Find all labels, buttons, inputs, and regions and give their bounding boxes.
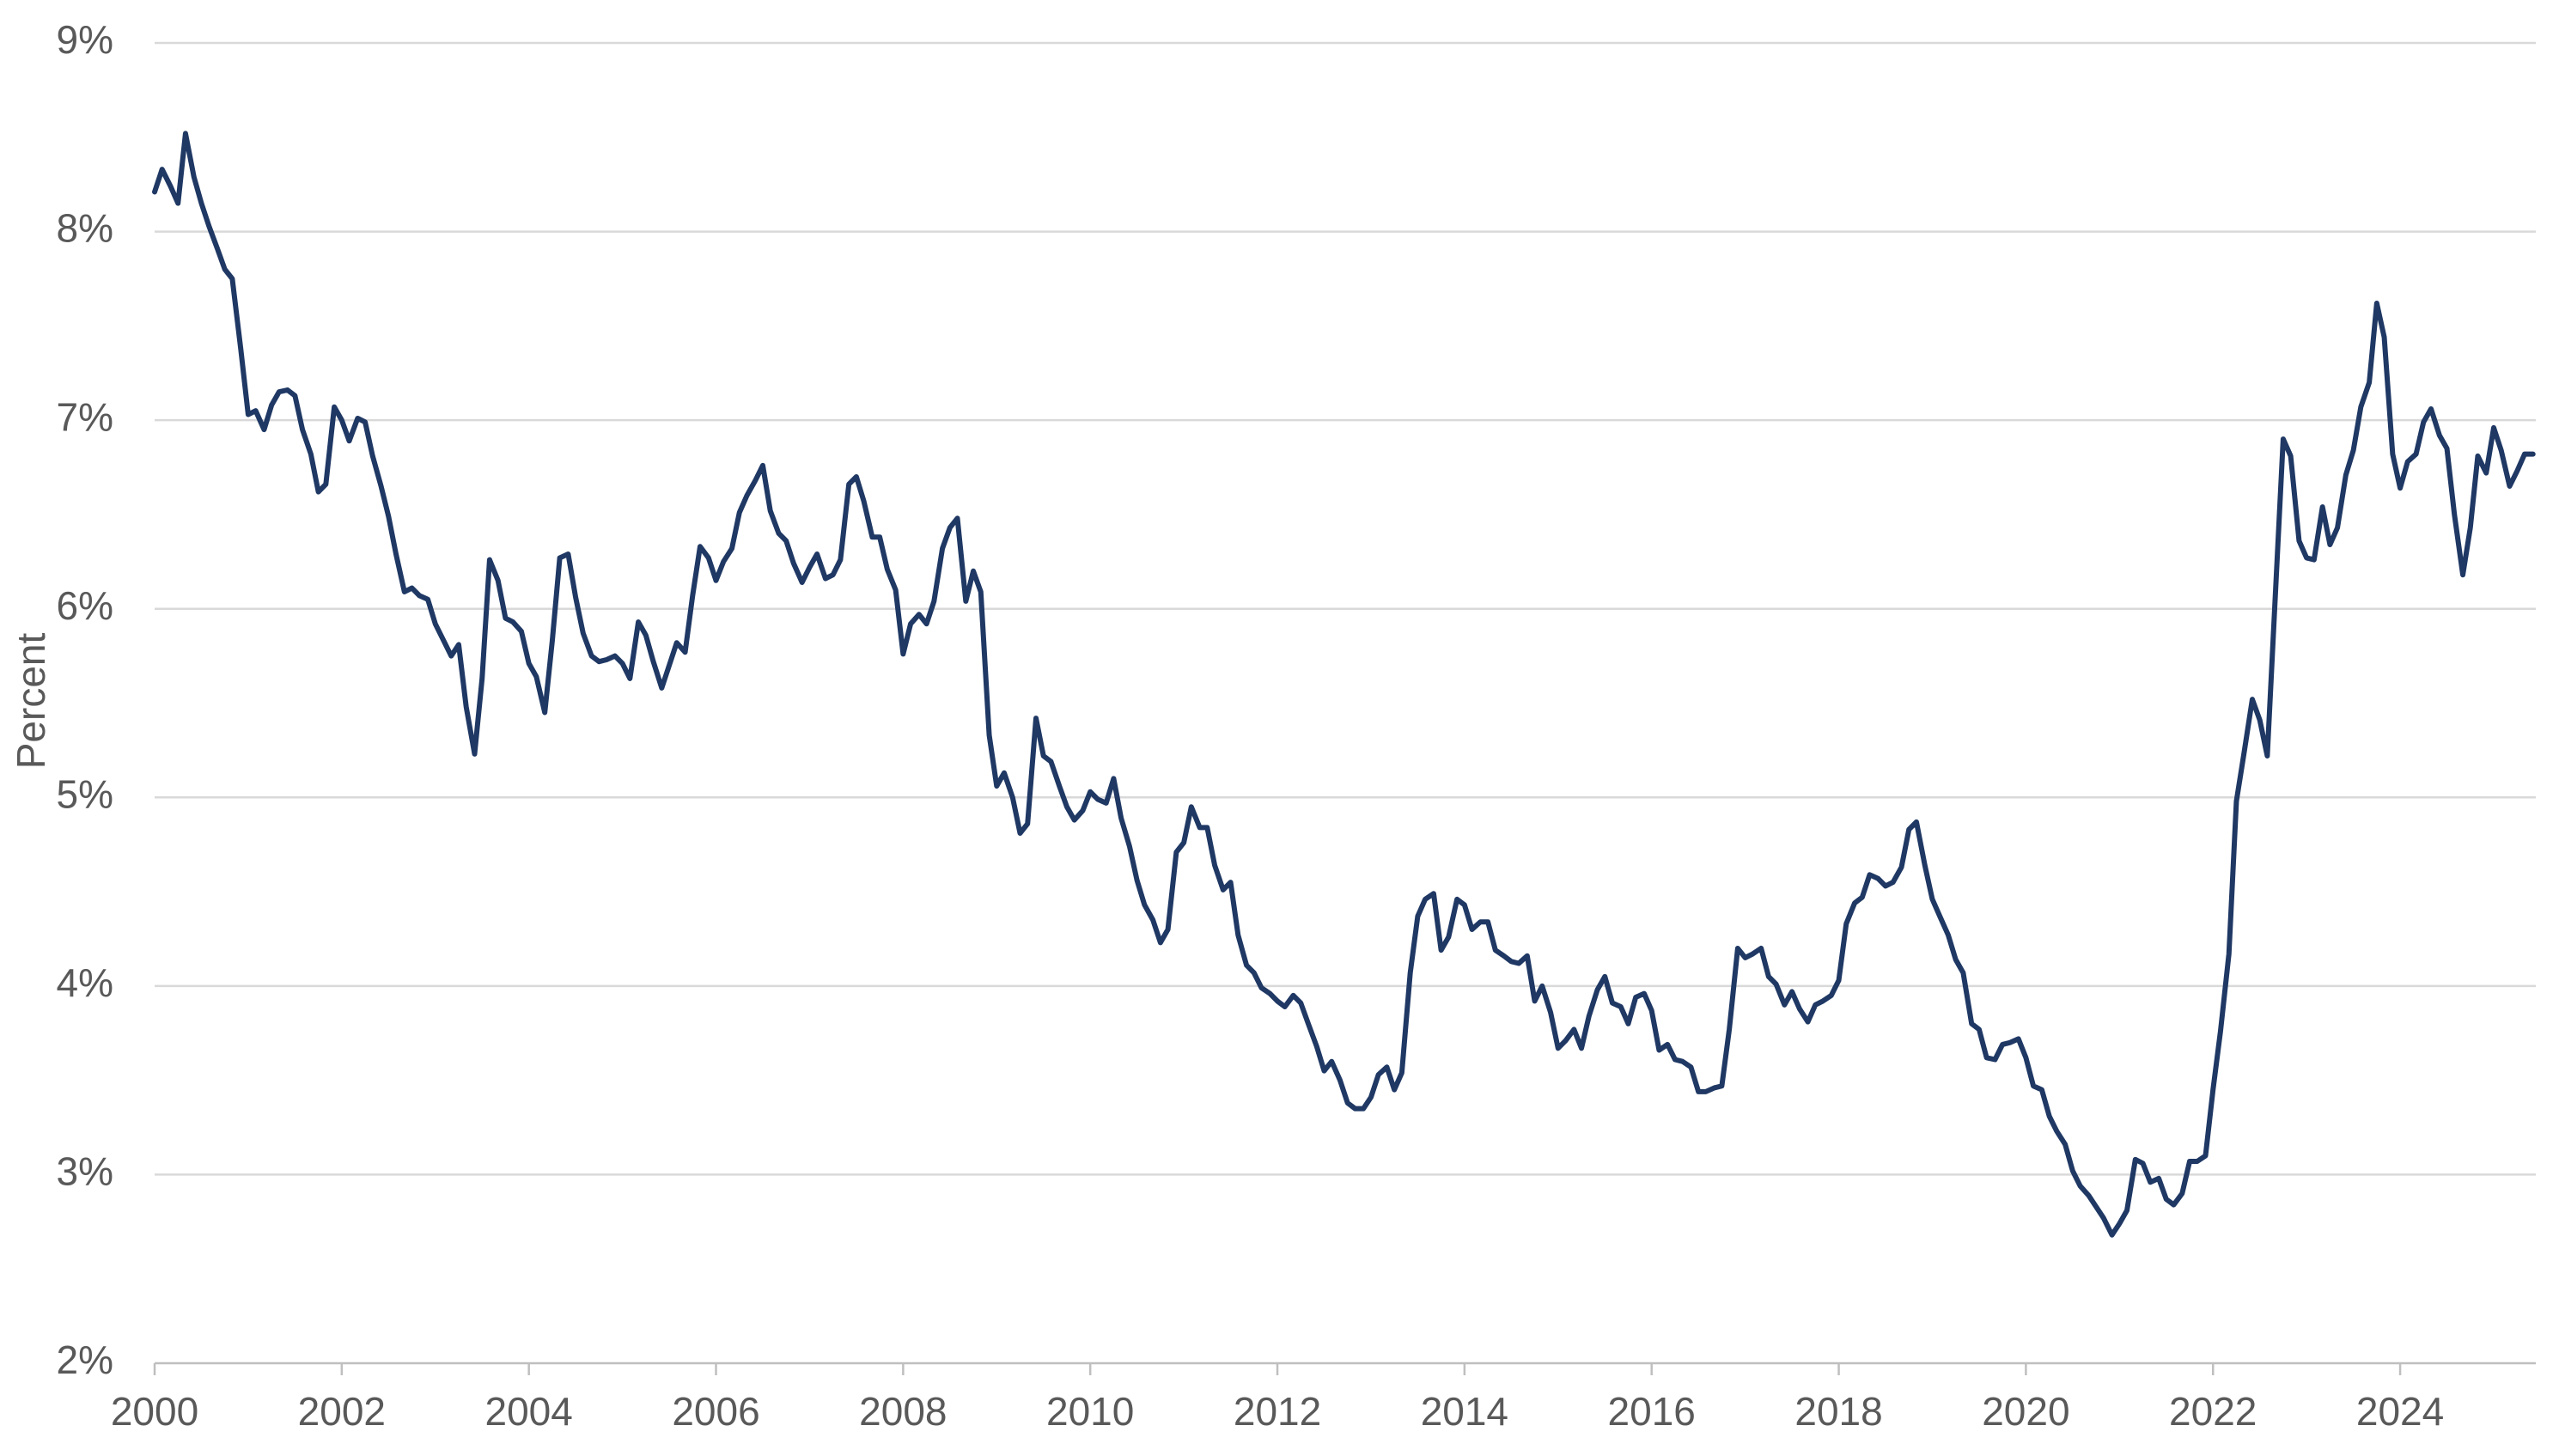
x-tick-label: 2010 [1046, 1389, 1134, 1434]
x-tick-label: 2000 [111, 1389, 198, 1434]
x-tick-label: 2016 [1608, 1389, 1696, 1434]
x-tick-label: 2024 [2356, 1389, 2444, 1434]
x-tick-label: 2006 [672, 1389, 759, 1434]
x-tick-label: 2014 [1421, 1389, 1508, 1434]
x-tick-label: 2002 [298, 1389, 386, 1434]
y-tick-label: 7% [57, 394, 113, 439]
y-tick-label: 4% [57, 960, 113, 1005]
x-tick-label: 2008 [859, 1389, 947, 1434]
y-tick-label: 2% [57, 1337, 113, 1382]
y-tick-label: 8% [57, 206, 113, 251]
y-tick-label: 6% [57, 583, 113, 628]
x-tick-label: 2018 [1794, 1389, 1882, 1434]
y-tick-label: 9% [57, 17, 113, 62]
y-tick-label: 5% [57, 771, 113, 816]
x-tick-label: 2020 [1982, 1389, 2069, 1434]
y-axis-title: Percent [9, 633, 53, 770]
x-tick-label: 2004 [485, 1389, 573, 1434]
x-tick-label: 2012 [1234, 1389, 1321, 1434]
x-tick-label: 2022 [2169, 1389, 2257, 1434]
y-tick-label: 3% [57, 1149, 113, 1194]
data-line [152, 131, 2536, 1238]
